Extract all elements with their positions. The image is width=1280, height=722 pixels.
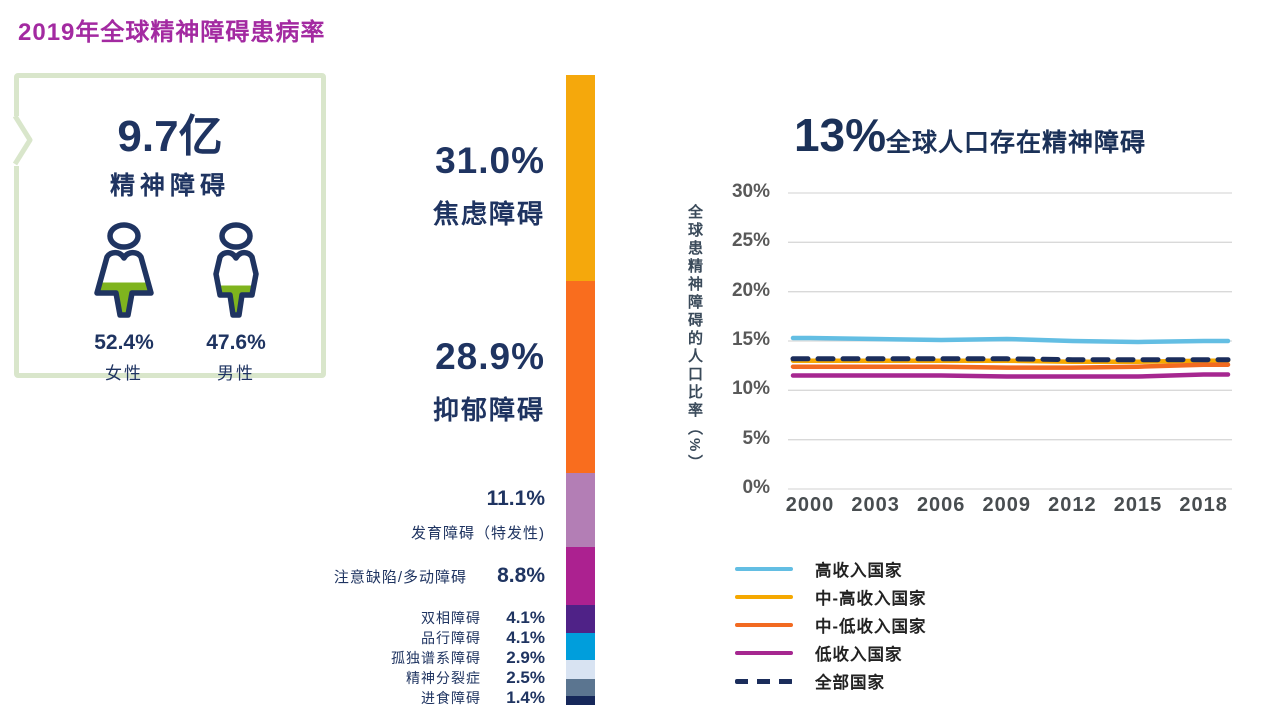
schizophrenia-label: 精神分裂症 [406,670,481,686]
x-tick-label: 2018 [1179,494,1228,516]
bar-segment-8 [566,679,595,696]
anxiety-percentage: 31.0% [435,140,545,181]
y-tick-label: 15% [731,329,770,350]
line-chart-title: 13%全球人口存在精神障碍 [730,108,1210,162]
conduct-label: 品行障碍 [421,630,481,646]
legend-line-swatch [735,651,793,655]
male-label: 男性 [217,364,255,383]
page-title: 2019年全球精神障碍患病率 [18,19,326,46]
x-tick-label: 2015 [1113,494,1163,516]
legend-item: 低收入国家 [735,639,927,667]
anxiety-label: 焦虑障碍 [432,199,545,229]
legend-line-swatch [735,595,793,599]
y-tick-label: 10% [731,378,770,400]
card-notch-chevron-icon [13,114,33,166]
bipolar-percentage: 4.1% [506,608,545,627]
bar-label-eating: 进食障碍 1.4% [205,688,545,708]
legend-dashed-line-swatch [735,678,793,684]
x-tick-label: 2006 [916,494,966,516]
autism-percentage: 2.9% [506,648,545,667]
bar-label-anxiety: 31.0% 焦虑障碍 [225,140,545,231]
bar-label-bipolar: 双相障碍 4.1% [205,608,545,628]
bar-label-conduct: 品行障碍 4.1% [205,628,545,648]
legend-line-swatch [735,567,793,571]
legend-item: 全部国家 [735,667,927,695]
series-line-高收入国家 [790,335,1231,345]
legend-line-swatch [735,623,793,627]
y-tick-label: 0% [742,477,770,498]
line-chart: 13%全球人口存在精神障碍 全球患精神障碍的人口比率（%） 30% 25% 20% 1… [680,100,1270,710]
male-stat: 47.6% 男性 [171,222,301,384]
total-affected-label: 精神障碍 [109,171,230,200]
conduct-percentage: 4.1% [506,628,545,647]
x-tick-label: 2003 [851,494,900,516]
adhd-percentage: 8.8% [497,564,545,587]
male-person-icon [213,222,259,318]
male-percentage: 47.6% [206,331,266,354]
bar-segment-4 [566,546,595,606]
bar-label-adhd: 注意缺陷/多动障碍 8.8% [205,564,545,588]
female-label: 女性 [105,364,143,383]
x-tick-label: 2009 [982,494,1032,516]
plot-area [788,192,1232,490]
bar-segment-5 [566,605,595,633]
eating-label: 进食障碍 [421,690,481,706]
total-affected-value: 9.7亿 [117,112,223,161]
legend-item: 高收入国家 [735,555,927,583]
bar-segment-6 [566,632,595,660]
legend-label: 全部国家 [815,674,885,692]
depression-percentage: 28.9% [435,336,545,377]
y-axis-label: 全球患精神障碍的人口比率（%） [686,204,703,473]
chart-title-percentage: 13% [793,109,887,161]
bipolar-label: 双相障碍 [421,610,481,626]
chart-title-text: 全球人口存在精神障碍 [886,129,1147,157]
depression-label: 抑郁障碍 [432,395,545,425]
developmental-label: 发育障碍（特发性) [411,525,545,542]
legend-label: 高收入国家 [815,562,903,580]
summary-card: 9.7亿 精神障碍 52.4% 女性 [13,73,326,383]
legend-label: 中-低收入国家 [815,618,927,636]
legend-label: 中-高收入国家 [815,590,927,608]
bar-segment-3 [566,473,595,547]
y-tick-label: 5% [742,427,770,449]
x-tick-label: 2012 [1048,494,1097,516]
series-line-全部国家 [790,356,1231,363]
female-person-icon [94,222,154,318]
bar-segment-1 [566,75,595,281]
bar-label-schizophrenia: 精神分裂症 2.5% [205,668,545,688]
bar-label-depression: 28.9% 抑郁障碍 [225,336,545,427]
legend-label: 低收入国家 [815,646,903,664]
legend: 高收入国家中-高收入国家 中-低收入国家 低收入国家全部国家 [735,555,927,695]
bar-label-developmental: 11.1% 发育障碍（特发性) [225,487,545,543]
legend-item: 中-高收入国家 [735,583,927,611]
adhd-label: 注意缺陷/多动障碍 [333,569,467,586]
female-stat: 52.4% 女性 [59,222,189,384]
y-tick-label: 25% [731,230,770,252]
series-line-中-低收入国家 [790,362,1231,370]
bar-segment-2 [566,281,595,474]
eating-percentage: 1.4% [506,688,545,707]
bar-label-autism: 孤独谱系障碍 2.9% [205,648,545,668]
stacked-bar [566,75,595,705]
x-tick-label: 2000 [785,494,835,516]
y-tick-label: 30% [731,181,770,202]
series-line-低收入国家 [790,372,1231,379]
developmental-percentage: 11.1% [486,487,545,510]
y-tick-label: 20% [731,279,770,301]
schizophrenia-percentage: 2.5% [506,668,545,687]
bar-segment-9 [566,695,595,705]
bar-segment-7 [566,659,595,680]
autism-label: 孤独谱系障碍 [391,650,481,666]
legend-item: 中-低收入国家 [735,611,927,639]
female-percentage: 52.4% [94,331,154,354]
